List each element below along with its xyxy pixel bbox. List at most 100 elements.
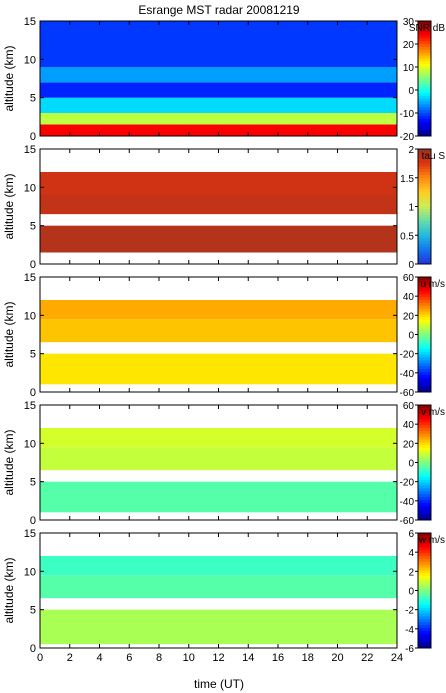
colorbar-swatch (418, 482, 431, 486)
colorbar-swatch (418, 567, 431, 571)
colorbar-swatch (418, 499, 431, 504)
x-tick-label: 12 (212, 652, 224, 664)
colorbar-tick-label: 1 (408, 203, 414, 214)
colorbar-swatch (418, 334, 431, 338)
colorbar-swatch (418, 451, 431, 455)
colorbar-tick-label: 60 (403, 401, 415, 412)
colorbar-swatch (418, 363, 431, 367)
colorbar-swatch (418, 369, 431, 373)
colorbar-swatch (418, 573, 431, 577)
x-tick-label: 2 (67, 652, 73, 664)
colorbar-swatch (418, 282, 431, 287)
colorbar-swatch (418, 593, 431, 597)
colorbar-swatch (418, 189, 431, 193)
colorbar-swatch (418, 348, 431, 353)
colorbar-swatch (418, 206, 431, 210)
heatmap-layer-v-0 (40, 481, 397, 513)
colorbar-swatch (418, 616, 431, 620)
colorbar-swatch (418, 579, 431, 583)
y-tick-label-v: 10 (24, 438, 36, 450)
colorbar-tick-label: 30 (403, 17, 415, 28)
colorbar-swatch (418, 215, 431, 219)
colorbar-swatch (418, 203, 431, 207)
colorbar-tick-label: 0 (408, 260, 414, 271)
colorbar-swatch (418, 439, 431, 443)
x-tick-label: 8 (156, 652, 162, 664)
colorbar-swatch (418, 613, 431, 617)
colorbar-swatch (418, 149, 431, 153)
x-axis-title: time (UT) (194, 677, 244, 691)
colorbar-swatch (418, 627, 431, 632)
colorbar-tick-label: -60 (400, 388, 415, 399)
colorbar-swatch (418, 508, 431, 512)
y-tick-label-snr: 10 (24, 54, 36, 66)
colorbar-tick-label: 0 (408, 86, 414, 97)
colorbar-swatch (418, 288, 431, 292)
y-axis-title-u: altitude (km) (2, 301, 16, 367)
colorbar-swatch (418, 360, 431, 364)
colorbar-swatch (418, 590, 431, 594)
colorbar-swatch (418, 241, 431, 245)
colorbar-title-v: v m/s (421, 407, 445, 418)
colorbar-swatch (418, 462, 431, 466)
colorbar-swatch (418, 405, 431, 409)
colorbar-swatch (418, 544, 431, 548)
colorbar-tick-label: 40 (403, 420, 415, 431)
colorbar-swatch (418, 229, 431, 233)
colorbar-swatch (418, 300, 431, 304)
colorbar-swatch (418, 255, 431, 259)
colorbar-title-snr: SNR dB (409, 23, 445, 34)
colorbar-swatch (418, 235, 431, 239)
colorbar-swatch (418, 357, 431, 361)
colorbar-tick-label: 6 (408, 529, 414, 540)
colorbar-swatch (418, 252, 431, 256)
colorbar-swatch (418, 610, 431, 614)
colorbar-tick-label: -20 (400, 350, 415, 361)
colorbar-swatch (418, 258, 431, 262)
y-tick-label-tau: 10 (24, 182, 36, 194)
colorbar-tick-label: -20 (400, 132, 415, 143)
colorbar-swatch (418, 340, 431, 344)
colorbar-u: 60 40 20 0 -20 -40 -60 u m/s (400, 273, 445, 399)
colorbar-swatch (418, 584, 431, 589)
x-tick-label: 4 (96, 652, 102, 664)
colorbar-swatch (418, 351, 431, 356)
colorbar-swatch (418, 445, 431, 449)
colorbar-tick-label: 0.5 (400, 231, 414, 242)
colorbar-w: 6 4 2 0 -2 -4 -6 w m/s (405, 529, 445, 655)
colorbar-swatch (418, 570, 431, 574)
colorbar-swatch (418, 308, 431, 312)
x-tick-label: 14 (242, 652, 254, 664)
y-tick-label-snr: 0 (30, 131, 36, 143)
colorbar-swatch (418, 471, 431, 475)
colorbar-swatch (418, 218, 431, 222)
y-tick-label-w: 0 (30, 643, 36, 655)
colorbar-swatch (418, 561, 431, 566)
colorbar-swatch (418, 331, 431, 335)
colorbar-swatch (418, 436, 431, 440)
colorbar-v: 60 40 20 0 -20 -40 -60 v m/s (400, 401, 445, 527)
colorbar-swatch (418, 23, 431, 28)
colorbar-swatch (418, 422, 431, 426)
y-tick-label-w: 5 (30, 605, 36, 617)
colorbar-swatch (418, 488, 431, 492)
colorbar-swatch (418, 541, 431, 545)
colorbar-swatch (418, 46, 431, 51)
colorbar-swatch (418, 328, 431, 333)
colorbar-swatch (418, 533, 431, 537)
colorbar-swatch (418, 49, 431, 54)
colorbar-swatch (418, 101, 431, 105)
colorbar-swatch (418, 410, 431, 415)
colorbar-swatch (418, 186, 431, 190)
colorbar-swatch (418, 21, 431, 25)
colorbar-swatch (418, 413, 431, 417)
colorbar-swatch (418, 75, 431, 79)
colorbar-tick-label: 1.5 (400, 174, 414, 185)
colorbar-tick-label: -4 (405, 625, 414, 636)
colorbar-swatch (418, 320, 431, 324)
colorbar-swatch (418, 92, 431, 97)
colorbar-title-u: u m/s (421, 279, 445, 290)
colorbar-swatch (418, 642, 431, 646)
colorbar-swatch (418, 87, 431, 91)
colorbar-swatch (418, 485, 431, 489)
